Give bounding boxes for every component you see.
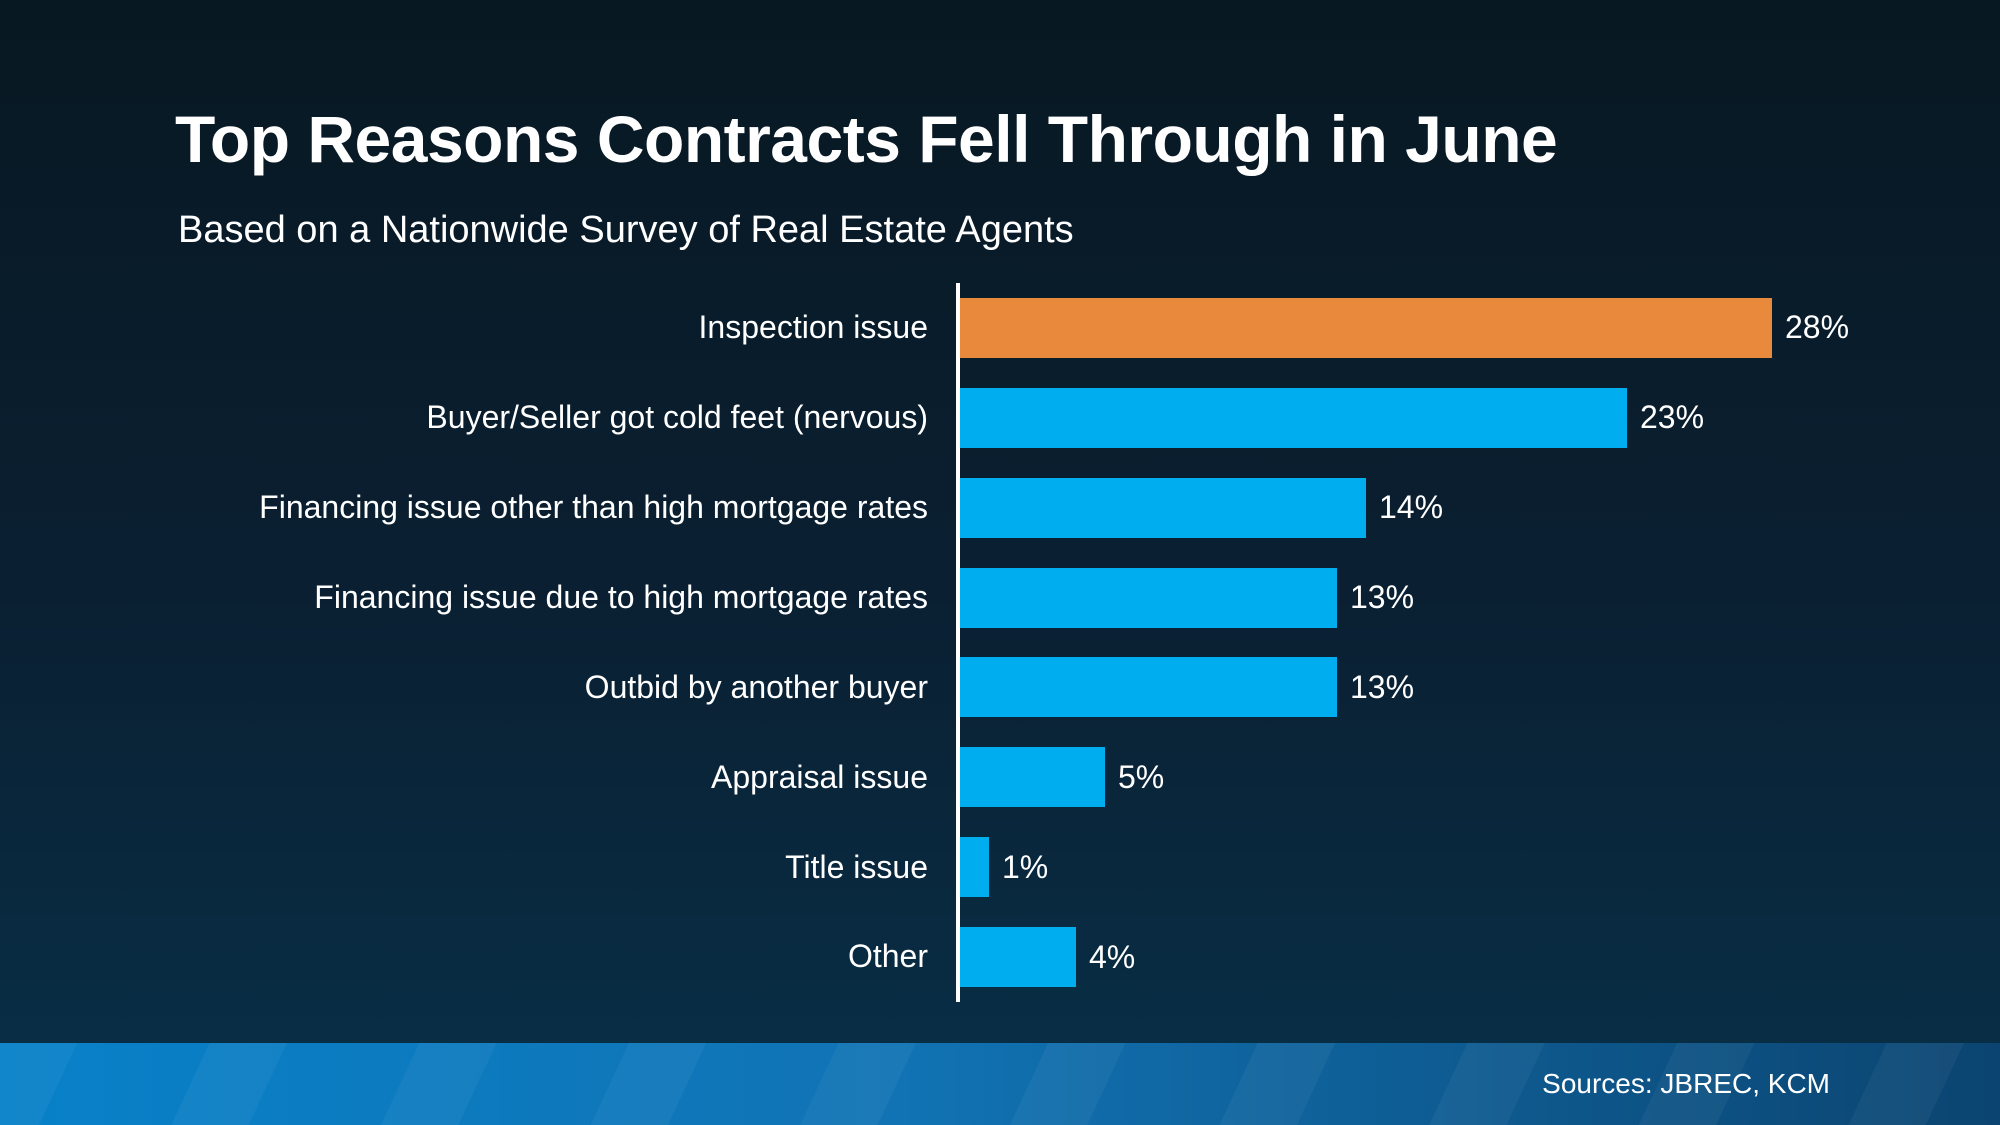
value-label: 4% [1089, 938, 1136, 975]
chart-subtitle: Based on a Nationwide Survey of Real Est… [178, 209, 1074, 251]
bar [960, 477, 1366, 538]
chart-row: Inspection issue 28% [0, 283, 2000, 373]
chart-row: Financing issue other than high mortgage… [0, 463, 2000, 553]
chart-row: Financing issue due to high mortgage rat… [0, 553, 2000, 643]
chart-row: Appraisal issue 5% [0, 732, 2000, 822]
chart-row: Buyer/Seller got cold feet (nervous) 23% [0, 373, 2000, 463]
category-label: Inspection issue [698, 309, 928, 346]
bar-highlighted [960, 297, 1772, 358]
value-label: 13% [1350, 579, 1415, 616]
chart-title: Top Reasons Contracts Fell Through in Ju… [175, 102, 1558, 177]
value-label: 13% [1350, 668, 1415, 705]
value-label: 28% [1785, 309, 1850, 346]
category-label: Financing issue other than high mortgage… [259, 489, 928, 526]
chart-row: Outbid by another buyer 13% [0, 643, 2000, 733]
value-label: 23% [1640, 399, 1705, 436]
bar [960, 567, 1337, 628]
category-label: Other [847, 938, 928, 975]
category-label: Buyer/Seller got cold feet (nervous) [426, 399, 928, 436]
bar [960, 747, 1105, 808]
bar [960, 657, 1337, 718]
source-strip: Sources: JBREC, KCM [0, 1043, 2000, 1125]
bar [960, 927, 1076, 988]
chart-row: Other 4% [0, 912, 2000, 1002]
sources-text: Sources: JBREC, KCM [1542, 1068, 1830, 1099]
value-label: 1% [1002, 848, 1049, 885]
bar [960, 837, 989, 898]
value-label: 5% [1118, 758, 1165, 795]
y-axis-line [956, 283, 960, 1002]
bar [960, 387, 1627, 448]
bar-chart: Inspection issue 28% Buyer/Seller got cold… [0, 283, 2000, 1002]
category-label: Appraisal issue [711, 758, 928, 795]
category-label: Financing issue due to high mortgage rat… [314, 578, 928, 615]
chart-row: Title issue 1% [0, 822, 2000, 912]
category-label: Title issue [785, 848, 928, 885]
chart-rows: Inspection issue 28% Buyer/Seller got cold… [0, 283, 2000, 1002]
category-label: Outbid by another buyer [584, 668, 928, 705]
value-label: 14% [1379, 489, 1444, 526]
